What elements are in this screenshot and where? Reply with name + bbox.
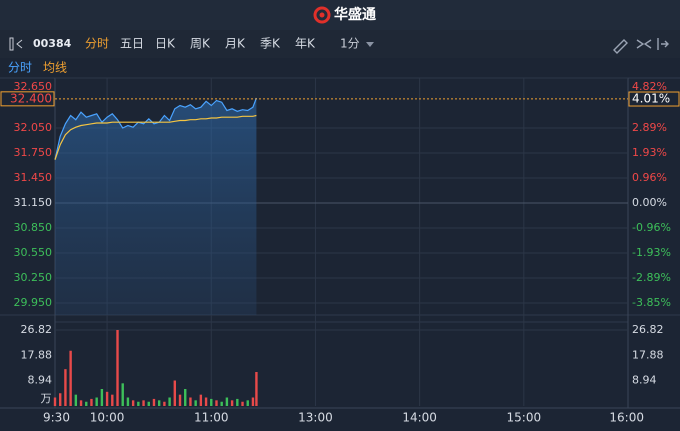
y2-tick-label: 4.82% [632, 80, 667, 93]
volume-bar [220, 401, 223, 406]
volume-bar [152, 398, 156, 406]
volume-unit: 万 [41, 392, 52, 405]
period-tab[interactable]: 季K [260, 37, 281, 51]
y-tick-label: 31.750 [14, 146, 53, 159]
header-bar [0, 0, 680, 30]
y-tick-label: 32.650 [14, 80, 53, 93]
stock-code: 00384 [33, 37, 72, 50]
y-tick-label: 32.050 [14, 121, 53, 134]
volume-bar [79, 400, 83, 406]
y2-tick-label: -3.85% [632, 296, 671, 309]
toolbar [0, 30, 680, 58]
volume-bar [142, 400, 145, 406]
x-tick-label: 15:00 [507, 411, 542, 425]
volume-bar [194, 400, 197, 406]
x-tick-label: 9:30 [43, 411, 70, 425]
volume-tick-label: 26.82 [21, 323, 53, 336]
volume-tick-label: 17.88 [21, 348, 53, 361]
legend-item: 均线 [43, 61, 67, 75]
last-change-label: 4.01% [632, 92, 670, 106]
x-tick-label: 14:00 [402, 411, 437, 425]
y-tick-label: 29.950 [14, 296, 53, 309]
volume-bar [251, 397, 255, 406]
period-tab[interactable]: 分时 [85, 37, 109, 51]
volume-bar [215, 400, 218, 406]
y2-tick-label: 2.89% [632, 121, 667, 134]
interval-select[interactable]: 1分 [340, 37, 360, 51]
brand: 华盛通 [334, 6, 376, 23]
volume-tick-label: 8.94 [28, 374, 53, 387]
last-change-box [628, 91, 680, 107]
last-price-box [0, 91, 55, 107]
volume-bar [85, 401, 88, 406]
x-tick-label: 11:00 [194, 411, 229, 425]
volume-bar [163, 401, 166, 406]
volume-bar [53, 397, 57, 406]
y-tick-label: 30.550 [14, 246, 53, 259]
volume-bar [90, 398, 93, 406]
volume-bar [210, 398, 213, 406]
y-tick-label: 30.250 [14, 271, 53, 284]
volume-bar [225, 397, 229, 406]
period-tab[interactable]: 日K [155, 37, 176, 51]
volume-bar [173, 380, 177, 406]
volume-bar [241, 401, 244, 406]
x-tick-label: 10:00 [90, 411, 125, 425]
volume-bar [64, 369, 67, 406]
x-tick-label: 16:00 [609, 411, 644, 425]
volume-bar [131, 400, 135, 406]
volume-bar [157, 400, 161, 406]
volume-tick-label: 26.82 [632, 323, 664, 336]
y-tick-label: 31.450 [14, 171, 53, 184]
brand-logo [313, 6, 331, 24]
volume-bar [199, 394, 203, 406]
volume-bar [246, 400, 249, 406]
dropdown-arrow[interactable] [366, 42, 374, 47]
period-tab[interactable]: 月K [225, 37, 246, 51]
x-tick-label: 13:00 [298, 411, 333, 425]
volume-bar [116, 330, 119, 406]
tool-icons[interactable] [613, 38, 669, 54]
period-tab[interactable]: 五日 [120, 37, 144, 51]
volume-bar [236, 398, 239, 406]
volume-bar [147, 401, 150, 406]
legend-item: 分时 [8, 61, 32, 75]
last-price-label: 32.400 [10, 91, 52, 105]
y2-tick-label: 0.96% [632, 171, 667, 184]
volume-bar [105, 391, 109, 406]
y2-tick-label: -0.96% [632, 221, 671, 234]
volume-bar [95, 397, 98, 406]
volume-bar [230, 400, 234, 406]
volume-bar [189, 397, 192, 406]
price-area [55, 98, 257, 315]
volume-bar [126, 397, 130, 406]
volume-bar [121, 383, 124, 406]
y2-tick-label: -2.89% [632, 271, 671, 284]
y2-tick-label: 0.00% [632, 196, 667, 209]
volume-bar [111, 394, 114, 406]
price-line [54, 97, 257, 160]
volume-bar [59, 393, 62, 406]
volume-tick-label: 8.94 [632, 374, 657, 387]
y-tick-label: 31.150 [14, 196, 53, 209]
y2-tick-label: -1.93% [632, 246, 671, 259]
volume-bar [204, 397, 208, 406]
volume-bar [255, 371, 258, 406]
volume-bar [168, 397, 171, 406]
y2-tick-label: 1.93% [632, 146, 667, 159]
period-tab[interactable]: 年K [295, 37, 316, 51]
collapse-icon[interactable] [9, 37, 23, 51]
average-line [54, 114, 257, 160]
volume-bar [100, 388, 104, 406]
volume-bar [184, 388, 187, 406]
volume-bar [137, 401, 140, 406]
volume-bar [74, 394, 78, 406]
period-tab[interactable]: 周K [190, 37, 211, 51]
volume-bar [178, 394, 182, 406]
volume-bar [69, 350, 72, 406]
y-tick-label: 30.850 [14, 221, 53, 234]
volume-tick-label: 17.88 [632, 348, 664, 361]
